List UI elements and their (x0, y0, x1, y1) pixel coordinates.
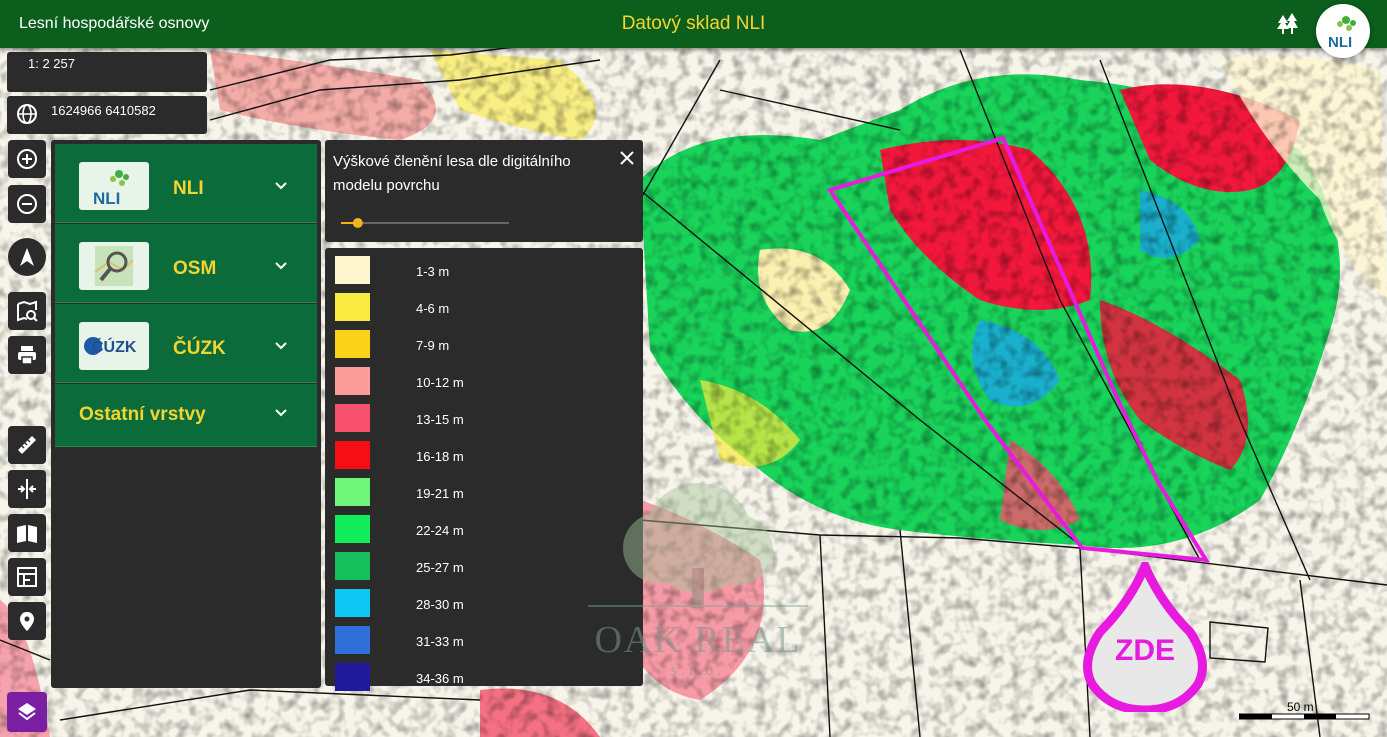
nli-logo[interactable]: NLI (1316, 4, 1370, 58)
legend-item-label: 31-33 m (416, 634, 464, 649)
legend-item: 10-12 m (325, 367, 643, 404)
legend-swatch (335, 552, 370, 580)
location-button[interactable] (8, 602, 46, 640)
zde-label: ZDE (1115, 634, 1175, 667)
layer-group-osm[interactable]: OSM (55, 224, 317, 303)
cuzk-logo-text: ČÚZK (92, 337, 137, 356)
app-title[interactable]: Lesní hospodářské osnovy (19, 15, 210, 32)
scale-bar-label: 50 m (1287, 700, 1314, 714)
layers-icon (18, 703, 36, 721)
legend-swatch (335, 626, 370, 654)
layer-group-label: OSM (173, 258, 217, 279)
layer-group-other[interactable]: Ostatní vrstvy (55, 384, 317, 447)
trees-icon[interactable] (1276, 13, 1300, 35)
selected-parcel-outline[interactable] (826, 135, 1210, 563)
nli-logo-text: NLI (1328, 34, 1352, 51)
ruler-icon (18, 436, 36, 454)
layers-button[interactable] (7, 692, 47, 732)
legend-item: 28-30 m (325, 589, 643, 626)
legend-item: 31-33 m (325, 626, 643, 663)
nli-layer-logo: NLI (79, 162, 149, 210)
scale-bar: 50 m (1239, 700, 1371, 722)
legend-swatch (335, 367, 370, 395)
location-pin-icon (20, 612, 34, 631)
split-view-button[interactable] (8, 470, 46, 508)
legend-swatch (335, 589, 370, 617)
north-arrow-icon (20, 248, 34, 266)
legend-item-label: 28-30 m (416, 597, 464, 612)
legend-title: Výškové členění lesa dle digitálního mod… (333, 153, 571, 194)
close-icon[interactable] (619, 150, 635, 166)
legend-item: 19-21 m (325, 478, 643, 515)
map-scale-value: 1: 2 257 (28, 56, 75, 71)
map-book-button[interactable] (8, 514, 46, 552)
layer-group-nli[interactable]: NLI NLI (55, 144, 317, 223)
map-book-icon (17, 525, 37, 543)
legend-swatch (335, 515, 370, 543)
legend-item-label: 16-18 m (416, 449, 464, 464)
zoom-in-button[interactable] (8, 140, 46, 178)
legend-item: 7-9 m (325, 330, 643, 367)
legend-swatch (335, 663, 370, 691)
legend-swatch (335, 478, 370, 506)
zoom-in-icon (17, 149, 37, 169)
osm-layer-logo (79, 242, 149, 290)
legend-item: 25-27 m (325, 552, 643, 589)
top-bar: Lesní hospodářské osnovy Datový sklad NL… (0, 0, 1387, 58)
legend-item: 4-6 m (325, 293, 643, 330)
layout-button[interactable] (8, 558, 46, 596)
layers-panel: NLI NLI OSM ČÚZK ČÚZK Ostatní vrstvy (51, 140, 321, 688)
legend-item-label: 7-9 m (416, 338, 450, 353)
legend-item-label: 1-3 m (416, 264, 450, 279)
print-icon (18, 346, 36, 365)
globe-icon (17, 104, 37, 124)
legend-item-label: 19-21 m (416, 486, 464, 501)
layout-icon (17, 567, 37, 587)
map-search-icon (17, 300, 38, 322)
split-icon (18, 479, 36, 499)
legend-item-label: 22-24 m (416, 523, 464, 538)
zoom-out-button[interactable] (8, 185, 46, 223)
map-scale-display[interactable]: 1: 2 257 (7, 52, 207, 92)
layer-group-label: Ostatní vrstvy (79, 404, 206, 425)
legend-item: 1-3 m (325, 256, 643, 293)
legend-item-label: 25-27 m (416, 560, 464, 575)
print-button[interactable] (8, 336, 46, 374)
legend-item-label: 34-36 m (416, 671, 464, 686)
legend-item-label: 4-6 m (416, 301, 450, 316)
north-arrow-button[interactable] (8, 238, 46, 276)
coordinates-display: 1624966 6410582 (7, 96, 207, 134)
legend-item-label: 10-12 m (416, 375, 464, 390)
layer-group-cuzk[interactable]: ČÚZK ČÚZK (55, 304, 317, 383)
legend-header: Výškové členění lesa dle digitálního mod… (325, 140, 643, 242)
layer-group-label: ČÚZK (173, 338, 226, 359)
cuzk-layer-logo: ČÚZK (79, 322, 149, 370)
opacity-slider[interactable] (341, 218, 509, 228)
zoom-out-icon (17, 194, 37, 214)
legend-swatch (335, 293, 370, 321)
legend-swatch (335, 441, 370, 469)
legend-item: 13-15 m (325, 404, 643, 441)
zde-marker[interactable] (1080, 562, 1210, 712)
legend-swatch (335, 404, 370, 432)
chevron-down-icon (275, 262, 287, 270)
legend-item-label: 13-15 m (416, 412, 464, 427)
legend-item: 16-18 m (325, 441, 643, 478)
measure-button[interactable] (8, 426, 46, 464)
chevron-down-icon (275, 182, 287, 190)
chevron-down-icon (275, 409, 287, 417)
nli-layer-logo-text: NLI (93, 189, 120, 208)
legend-item: 22-24 m (325, 515, 643, 552)
coordinates-value: 1624966 6410582 (51, 103, 156, 118)
legend-item: 34-36 m (325, 663, 643, 700)
legend-swatch (335, 330, 370, 358)
legend-swatch (335, 256, 370, 284)
layer-group-label: NLI (173, 178, 204, 199)
map-search-button[interactable] (8, 292, 46, 330)
chevron-down-icon (275, 342, 287, 350)
legend-list: 1-3 m 4-6 m 7-9 m 10-12 m 13-15 m 16-18 m 19-2… (325, 248, 643, 691)
